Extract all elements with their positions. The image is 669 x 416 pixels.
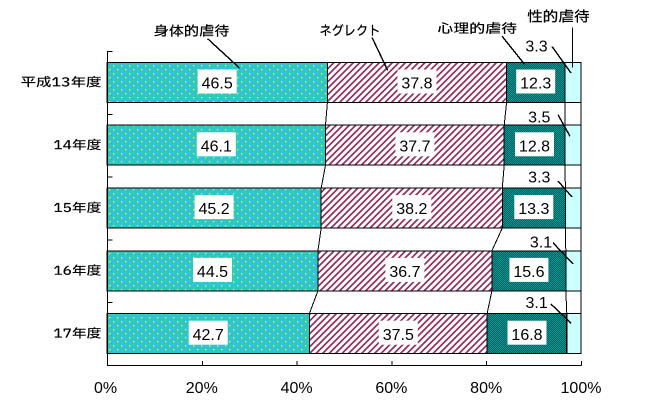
svg-text:3.3: 3.3 [528,169,550,186]
svg-text:37.7: 37.7 [399,138,430,155]
svg-text:20%: 20% [186,380,218,397]
svg-text:3.1: 3.1 [525,295,547,312]
svg-text:46.5: 46.5 [202,76,233,93]
svg-text:0%: 0% [94,380,117,397]
svg-text:60%: 60% [375,380,407,397]
svg-text:46.1: 46.1 [201,138,232,155]
svg-text:12.8: 12.8 [519,138,550,155]
svg-text:42.7: 42.7 [193,327,224,344]
svg-text:100%: 100% [561,380,602,397]
svg-text:3.3: 3.3 [525,39,547,56]
svg-text:45.2: 45.2 [199,201,230,218]
svg-text:3.5: 3.5 [528,109,550,126]
svg-text:80%: 80% [470,380,502,397]
svg-text:36.7: 36.7 [389,264,420,281]
svg-text:16.8: 16.8 [511,327,542,344]
svg-text:38.2: 38.2 [396,201,427,218]
svg-text:37.8: 37.8 [401,76,432,93]
svg-text:40%: 40% [281,380,313,397]
svg-text:13.3: 13.3 [518,201,549,218]
svg-text:44.5: 44.5 [197,264,228,281]
svg-text:15.6: 15.6 [513,264,544,281]
svg-text:12.3: 12.3 [520,76,551,93]
svg-text:3.1: 3.1 [530,235,552,252]
svg-text:37.5: 37.5 [383,327,414,344]
